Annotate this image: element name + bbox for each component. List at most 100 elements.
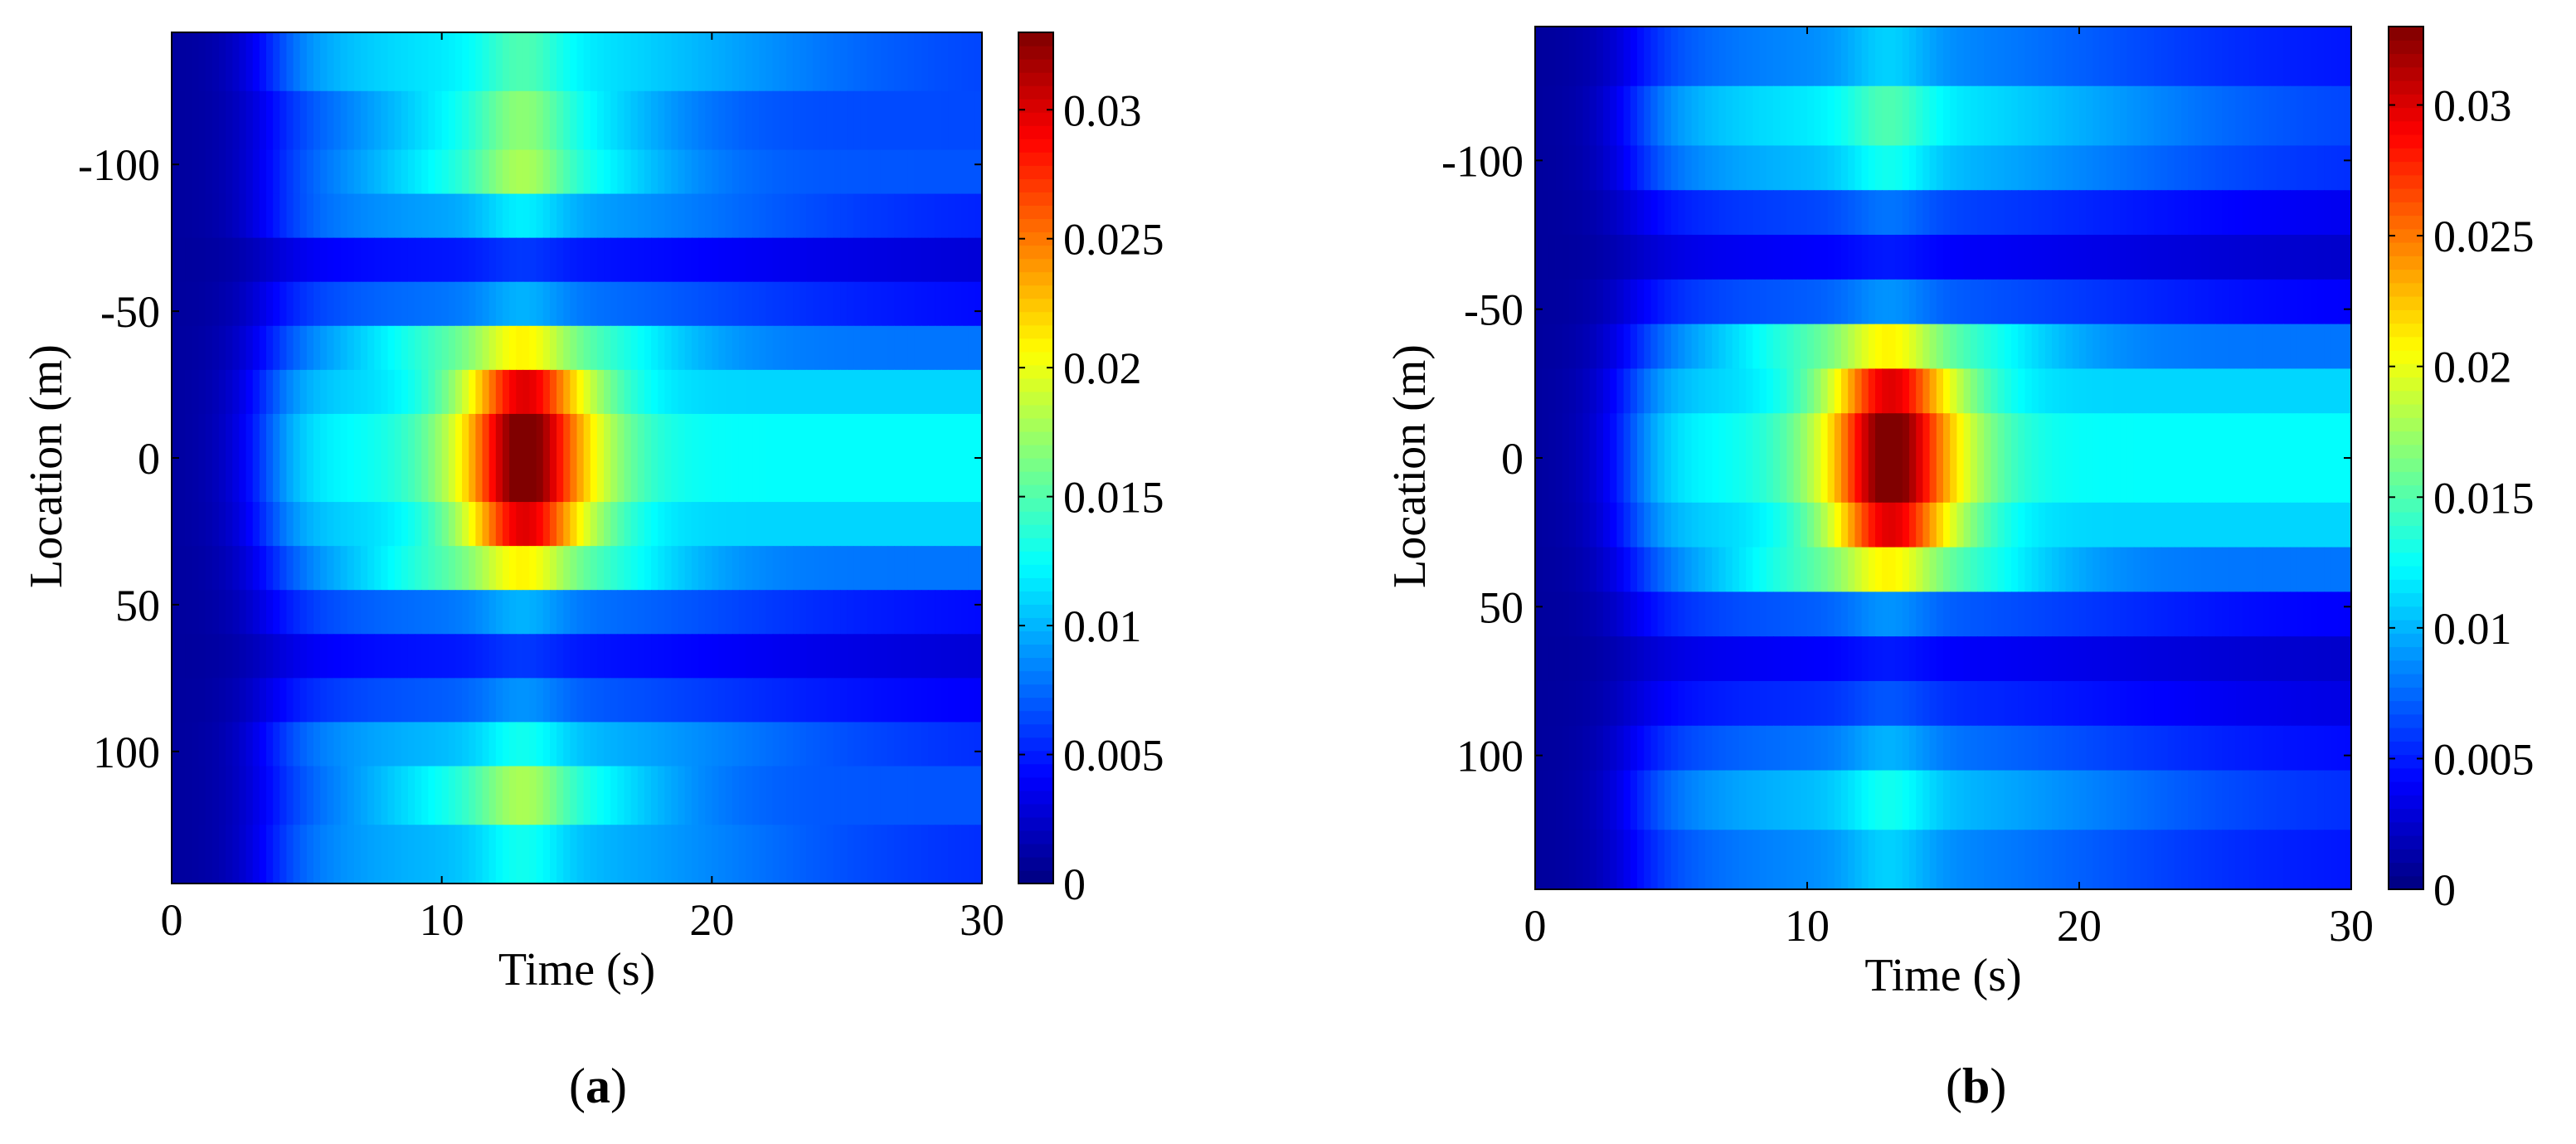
heatmap-cell [746,678,753,723]
heatmap-cell [785,766,794,826]
heatmap-cell [2099,636,2107,682]
heatmap-cell [873,413,882,459]
heatmap-cell [2031,145,2039,192]
heatmap-cell [746,825,753,884]
heatmap-cell [819,90,828,151]
heatmap-cell [2235,324,2243,370]
heatmap-cell [1596,85,1604,147]
heatmap-cell [360,722,368,767]
heatmap-cell [1861,190,1869,236]
heatmap-cell [684,281,693,327]
heatmap-cell [671,634,679,679]
heatmap-cell [1950,680,1958,727]
heatmap-cell [2106,725,2114,772]
heatmap-cell [1644,190,1652,236]
heatmap-cell [2297,413,2305,459]
heatmap-cell [658,678,666,723]
heatmap-cell [2038,547,2046,593]
heatmap-cell [401,678,409,723]
heatmap-cell [462,193,470,239]
heatmap-cell [1827,830,1835,890]
heatmap-cell [604,90,612,151]
heatmap-cell [488,678,497,723]
heatmap-cell [1542,368,1550,414]
heatmap-cell [1861,145,1869,192]
heatmap-cell [2242,636,2250,682]
heatmap-cell [2031,235,2039,280]
heatmap-cell [873,722,882,767]
heatmap-cell [542,413,551,459]
heatmap-cell [1888,680,1897,727]
heatmap-cell [2079,279,2087,325]
heatmap-cell [1739,458,1747,504]
heatmap-cell [1664,830,1672,890]
heatmap-cell [570,32,578,92]
heatmap-cell [644,590,652,635]
heatmap-cell [2283,770,2291,831]
heatmap-cell [1916,368,1924,414]
heatmap-cell [327,193,335,239]
heatmap-cell [211,590,220,635]
heatmap-cell [1970,591,1978,637]
heatmap-cell [1705,413,1713,459]
heatmap-cell [482,546,490,591]
heatmap-cell [1596,279,1604,325]
heatmap-cell [2079,324,2087,370]
heatmap-cell [1650,502,1659,548]
heatmap-cell [2126,324,2135,370]
heatmap-cell [1752,190,1761,236]
heatmap-cell [705,634,713,679]
heatmap-cell [469,722,477,767]
heatmap-cell [2208,591,2216,637]
heatmap-cell [2072,830,2080,890]
heatmap-cell [698,237,706,283]
heatmap-cell [381,590,389,635]
heatmap-cell [630,502,639,547]
heatmap-cell [454,32,463,92]
heatmap-cell [887,90,895,151]
heatmap-cell [320,766,328,826]
heatmap-cell [495,766,503,826]
heatmap-cell [1990,591,1999,637]
heatmap-cell [2283,279,2291,325]
heatmap-cell [2222,279,2230,325]
heatmap-cell [421,413,430,459]
heatmap-cell [1746,413,1754,459]
heatmap-cell [381,325,389,371]
heatmap-cell [2290,190,2298,236]
heatmap-cell [785,90,794,151]
heatmap-cell [1854,547,1863,593]
heatmap-cell [557,766,565,826]
heatmap-cell [772,766,780,826]
heatmap-cell [1678,279,1686,325]
heatmap-cell [226,325,234,371]
heatmap-cell [360,766,368,826]
heatmap-cell [2106,85,2114,147]
heatmap-cell [1950,368,1958,414]
colorbar-frame [2388,26,2424,890]
heatmap-cell [387,149,396,195]
colorbar-tick-label: 0 [2433,865,2456,915]
heatmap-cell [353,678,362,723]
heatmap-cell [590,237,598,283]
heatmap-cell [901,766,909,826]
heatmap-cell [172,458,179,503]
heatmap-cell [1596,725,1604,772]
heatmap-cell [752,90,761,151]
heatmap-cell [691,546,699,591]
heatmap-cell [1841,547,1849,593]
heatmap-cell [1807,770,1815,831]
heatmap-cell [353,149,362,195]
heatmap-cell [2140,725,2148,772]
heatmap-cell [306,590,314,635]
heatmap-cell [2154,502,2162,548]
heatmap-cell [1786,502,1795,548]
heatmap-cell [1678,324,1686,370]
heatmap-cell [1882,830,1890,890]
heatmap-cell [1705,368,1713,414]
heatmap-cell [772,722,780,767]
heatmap-cell [407,634,416,679]
heatmap-cell [1548,85,1557,147]
heatmap-cell [759,149,767,195]
heatmap-cell [800,825,808,884]
